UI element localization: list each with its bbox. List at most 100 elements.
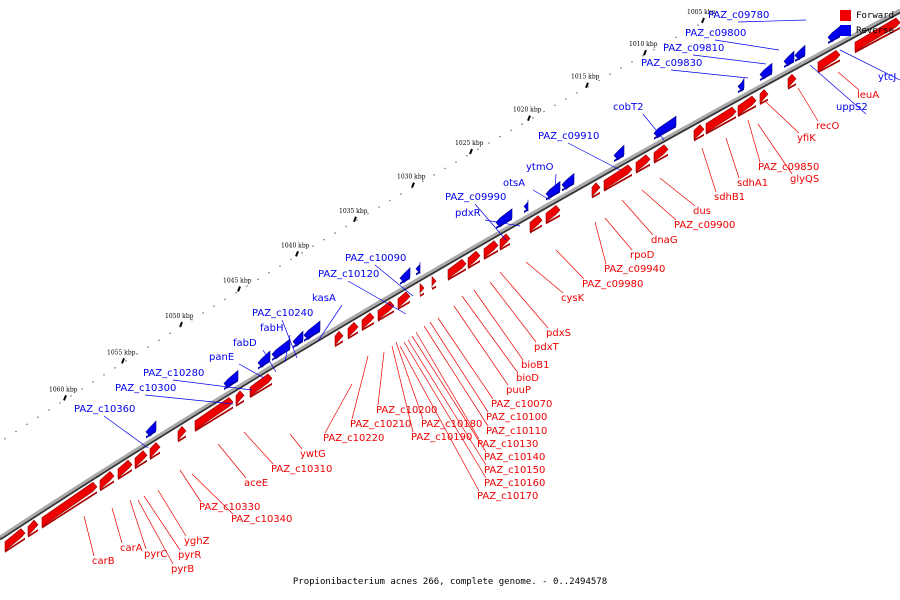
label-paz-c09990: PAZ_c09990 (445, 192, 506, 203)
label-paz-c10180: PAZ_c10180 (421, 419, 482, 430)
label-upps2: uppS2 (836, 102, 868, 113)
gene-shadow (432, 285, 436, 290)
forward-gene (249, 373, 273, 397)
reverse-leader (554, 173, 557, 191)
reverse-leader (347, 280, 407, 315)
forward-gene (377, 300, 395, 321)
forward-gene (334, 330, 344, 346)
forward-gene (693, 124, 705, 141)
forward-leader (143, 495, 181, 551)
forward-gene (4, 528, 26, 552)
ruler-tick (527, 115, 531, 122)
gene-shadow (546, 214, 560, 225)
forward-gene (467, 250, 481, 268)
label-paz-c10190: PAZ_c10190 (411, 432, 472, 443)
forward-leader (604, 217, 633, 251)
label-sdhb1: sdhB1 (714, 192, 745, 203)
reverse-leader (532, 189, 551, 201)
gene-shadow (530, 224, 542, 234)
genome-backbone (0, 8, 900, 541)
gene-shadow (788, 83, 796, 90)
gene-shadow (694, 133, 704, 142)
label-paz-c10360: PAZ_c10360 (74, 404, 135, 415)
reverse-leader (670, 69, 749, 79)
label-fabd: fabD (233, 338, 257, 349)
forward-leader (191, 473, 234, 515)
label-paz-c09830: PAZ_c09830 (641, 58, 702, 69)
ruler-tick-label: 1055 kbp (107, 349, 136, 356)
ruler-minor-tick (345, 225, 347, 228)
label-paz-c10280: PAZ_c10280 (143, 368, 204, 379)
ruler-minor-tick (213, 305, 215, 307)
ruler-tick (237, 286, 241, 292)
gene-shadow (400, 276, 410, 285)
forward-gene (787, 73, 797, 89)
gene-shadow (484, 249, 498, 260)
ruler-minor-tick (642, 54, 644, 57)
ruler-minor-tick (631, 61, 633, 63)
gene-shadow (378, 310, 394, 322)
ruler-minor-tick (433, 174, 435, 176)
forward-gene (194, 397, 234, 431)
label-kasa: kasA (312, 293, 336, 304)
forward-gene (27, 519, 39, 537)
label-paz-c10330: PAZ_c10330 (199, 502, 260, 513)
forward-leader (391, 345, 414, 433)
ruler-tick (121, 358, 125, 364)
label-pdxr: pdxR (455, 208, 481, 219)
forward-leader (499, 271, 549, 329)
gene-shadow (468, 260, 480, 270)
label-paz-c10310: PAZ_c10310 (271, 464, 332, 475)
gene-shadow (100, 480, 114, 492)
ruler-minor-tick (620, 67, 622, 69)
gene-shadow (258, 360, 270, 370)
label-paz-c10140: PAZ_c10140 (484, 452, 545, 463)
ruler-minor-tick (147, 346, 149, 348)
forward-gene (591, 182, 601, 198)
forward-gene (431, 275, 437, 288)
forward-gene (635, 154, 651, 173)
forward-gene (117, 459, 133, 479)
gene-shadow (250, 382, 272, 399)
gene-shadow (614, 154, 624, 162)
ruler-minor-tick (191, 318, 193, 321)
ruler-minor-tick (312, 245, 314, 247)
ruler-tick-label: 1060 kbp (49, 386, 78, 393)
gene-shadow (5, 537, 25, 553)
forward-leader (411, 335, 487, 453)
label-paz-c09940: PAZ_c09940 (604, 264, 665, 275)
label-paz-c10120: PAZ_c10120 (318, 269, 379, 280)
backbone-shadow (0, 10, 900, 541)
backbone-line (0, 8, 900, 539)
label-paz-c10160: PAZ_c10160 (484, 478, 545, 489)
label-dus: dus (693, 206, 711, 217)
ruler-tick-label: 1050 kbp (165, 313, 194, 320)
reverse-leader (374, 264, 414, 297)
forward-gene (545, 205, 561, 224)
label-paz-c10100: PAZ_c10100 (486, 412, 547, 423)
label-paz-c10150: PAZ_c10150 (484, 465, 545, 476)
forward-leader (157, 489, 187, 537)
ruler-minor-tick (389, 199, 391, 202)
ruler-tick-label: 1030 kbp (397, 174, 426, 181)
ruler-minor-tick (532, 117, 534, 119)
gene-shadow (236, 399, 244, 407)
forward-leader (437, 317, 494, 400)
ruler-minor-tick (411, 186, 413, 189)
gene-shadow (420, 292, 424, 297)
label-paz-c10110: PAZ_c10110 (486, 426, 547, 437)
ruler-tick (701, 17, 705, 24)
ruler-tick-label: 1035 kbp (339, 208, 368, 215)
forward-leader (725, 137, 740, 179)
forward-leader (243, 431, 274, 465)
label-paz-c09980: PAZ_c09980 (582, 279, 643, 290)
gene-shadow (448, 268, 466, 281)
label-pyrr: pyrR (178, 550, 201, 561)
ruler-tick (295, 251, 299, 257)
gene-shadow (546, 190, 560, 201)
forward-gene (419, 282, 425, 295)
label-fabh: fabH (260, 323, 284, 334)
ruler-minor-tick (587, 85, 589, 88)
